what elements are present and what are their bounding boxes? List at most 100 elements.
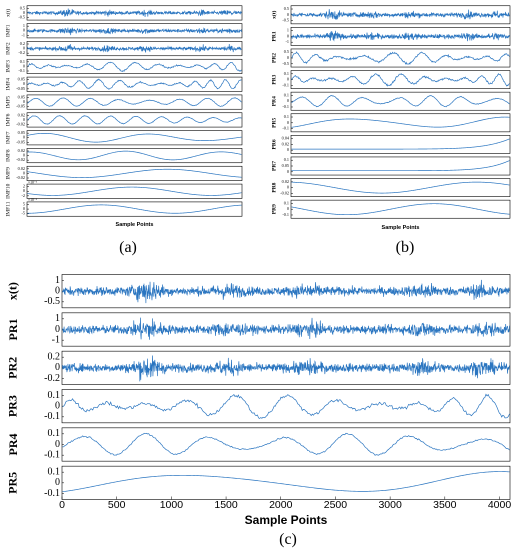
y-tick-label: -0.05 (16, 86, 25, 91)
signal-trace (62, 317, 510, 340)
y-tick-label: 0 (287, 120, 289, 125)
series-label: IMF11 (5, 201, 11, 216)
y-tick-label: 0.5 (284, 49, 289, 54)
y-tick-label: 0.05 (18, 77, 25, 82)
y-tick-label: -0.5 (282, 61, 289, 66)
axes-frame (290, 135, 511, 154)
y-tick-label: 0.1 (48, 466, 61, 477)
y-tick-label: 0.1 (284, 114, 289, 119)
axes-frame (61, 427, 511, 462)
y-tick-label: 0 (55, 324, 60, 335)
y-tick-label: 0.02 (18, 112, 25, 117)
x-tick-label: 3500 (433, 499, 457, 511)
signal-trace (27, 132, 242, 143)
signal-trace (27, 61, 242, 72)
series-label: PR7 (271, 161, 277, 171)
series-label: PR8 (271, 182, 277, 192)
y-tick-label: 0.02 (18, 166, 25, 171)
y-tick-label: -0.5 (282, 18, 289, 23)
row-pr2: PR2 0.20-0.2 (6, 350, 511, 385)
y-tick-label: -0.1 (282, 212, 289, 217)
series-label: PR1 (6, 319, 20, 341)
y-tick-label: 2 (23, 184, 25, 189)
y-tick-label: -0.02 (16, 175, 25, 180)
axes-frame (61, 465, 511, 500)
x-tick-label: 0 (59, 499, 65, 511)
row-pr8: PR8 0.020-0.02 (271, 178, 511, 197)
signal-trace (27, 8, 242, 17)
signal-trace (291, 203, 510, 216)
row-imf8: IMF8 0.020-0.02 (5, 148, 243, 164)
x-tick-label: 1000 (160, 499, 184, 511)
signal-trace (291, 138, 510, 150)
signal-trace (27, 115, 242, 125)
series-label: IMF2 (5, 42, 11, 55)
y-tick-label: -1 (286, 39, 290, 44)
y-tick-label: 0 (23, 63, 25, 68)
series-label: PR3 (6, 395, 20, 417)
axis-exponent: ×10⁻³ (28, 180, 38, 184)
y-tick-label: 0 (23, 206, 25, 211)
y-tick-label: -0.1 (44, 488, 60, 499)
y-tick-label: 1 (287, 28, 289, 33)
y-tick-label: 5 (23, 201, 25, 206)
y-tick-label: 0 (287, 147, 289, 152)
series-label: IMF1 (5, 24, 11, 37)
series-label: PR5 (6, 472, 20, 494)
x-tick-label: 2000 (269, 499, 293, 511)
panel-label: (a) (119, 239, 137, 256)
y-tick-label: 0 (23, 99, 25, 104)
row-pr5: PR5 0.10-0.1 (271, 113, 511, 133)
series-label: IMF8 (5, 149, 11, 162)
signal-trace (291, 116, 510, 128)
signal-trace (27, 44, 242, 53)
series-label: PR9 (271, 204, 277, 214)
x-tick-label: 1500 (214, 499, 238, 511)
y-tick-label: 0 (23, 153, 25, 158)
signal-trace (62, 355, 510, 382)
y-tick-label: -0.5 (44, 296, 60, 307)
y-tick-label: 0.02 (18, 148, 25, 153)
y-tick-label: 0 (23, 117, 25, 122)
y-tick-label: 0 (23, 10, 25, 15)
x-tick-label: 3000 (378, 499, 402, 511)
row-x-t: x(t) 10-0.5 (6, 274, 511, 309)
y-tick-label: 0 (23, 170, 25, 175)
axes-frame (26, 94, 243, 110)
series-label: PR2 (271, 53, 277, 63)
axes-frame (290, 91, 511, 111)
row-x-t: x(t) 0.50-0.5 (4, 5, 243, 21)
series-label: PR1 (271, 31, 277, 41)
signal-trace (291, 73, 510, 87)
y-tick-label: 0.05 (282, 163, 289, 168)
signal-trace (62, 471, 510, 493)
y-tick-label: -0.1 (18, 68, 25, 73)
row-imf4: IMF4 0.050-0.05 (5, 77, 243, 92)
axes-frame (26, 183, 243, 199)
y-tick-label: 1 (55, 313, 60, 324)
axes-frame (290, 178, 511, 197)
signal-trace (27, 168, 242, 178)
y-tick-label: -0.02 (16, 121, 25, 126)
signal-trace (291, 51, 510, 65)
y-tick-label: 0.1 (284, 92, 289, 97)
row-imf1: IMF1 10-1 (5, 23, 243, 39)
row-imf11: IMF11 50-5 ×10⁻³ (5, 198, 243, 217)
series-label: IMF10 (5, 183, 11, 199)
y-tick-label: 0 (287, 169, 289, 174)
y-tick-label: 0.1 (48, 428, 61, 439)
series-label: IMF6 (5, 113, 11, 126)
row-imf6: IMF6 0.020-0.02 (5, 112, 243, 128)
axes-frame (26, 130, 243, 146)
y-tick-label: -5 (22, 211, 26, 216)
x-tick-label: 4000 (488, 499, 512, 511)
y-tick-label: 0 (287, 55, 289, 60)
y-tick-label: 0 (287, 77, 289, 82)
y-tick-label: -0.05 (16, 139, 25, 144)
y-tick-label: -0.1 (282, 126, 289, 131)
y-tick-label: 0 (23, 46, 25, 51)
signal-trace (62, 279, 510, 304)
y-tick-label: 0 (55, 439, 60, 450)
row-pr9: PR9 0.10-0.1 (271, 199, 511, 219)
